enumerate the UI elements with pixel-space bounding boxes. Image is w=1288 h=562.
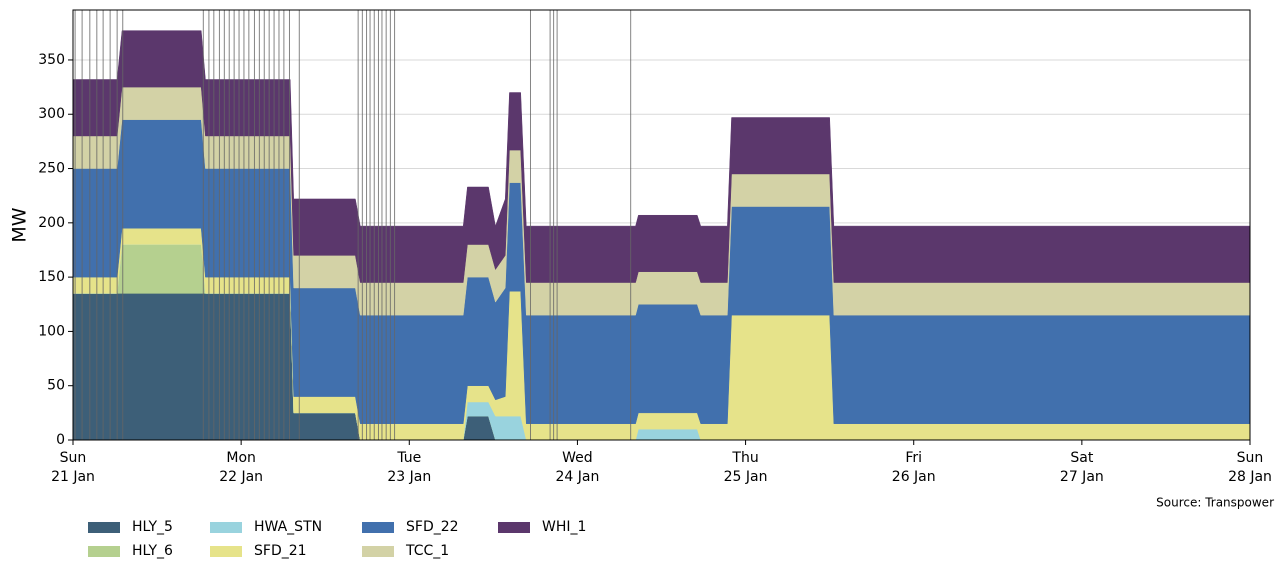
legend-label: SFD_21 <box>254 543 307 559</box>
x-tick-label: Thu 25 Jan <box>724 450 768 485</box>
x-tick-label-line: Wed <box>562 450 593 466</box>
legend-swatch <box>362 522 394 533</box>
x-tick-label-line: 27 Jan <box>1060 469 1104 485</box>
x-tick-label: Wed 24 Jan <box>555 450 599 485</box>
legend-swatch <box>210 546 242 557</box>
plot-frame <box>72 9 1251 441</box>
legend-swatch <box>362 546 394 557</box>
x-tick-label-line: 28 Jan <box>1228 469 1272 485</box>
x-tick-label: Sun 21 Jan <box>51 450 95 485</box>
legend-label: WHI_1 <box>542 519 586 535</box>
legend-label: TCC_1 <box>405 543 449 559</box>
x-tick-label-line: 25 Jan <box>724 469 768 485</box>
x-tick-label-line: 26 Jan <box>892 469 936 485</box>
y-tick-label: 200 <box>38 215 65 231</box>
y-tick-label: 350 <box>38 52 65 68</box>
legend-label: SFD_22 <box>406 519 459 535</box>
legend-swatch <box>88 522 120 533</box>
y-tick-label: 50 <box>47 378 65 394</box>
x-tick-label: Tue 23 Jan <box>387 450 431 485</box>
x-tick-label-line: 22 Jan <box>219 469 263 485</box>
x-tick-label-line: 21 Jan <box>51 469 95 485</box>
x-tick-label-line: Mon <box>226 450 256 466</box>
legend-swatch <box>210 522 242 533</box>
x-tick-label: Sun 28 Jan <box>1228 450 1272 485</box>
y-tick-label: 250 <box>38 161 65 177</box>
x-tick-label-line: Sat <box>1070 450 1093 466</box>
source-note: Source: Transpower <box>1156 496 1274 510</box>
x-tick-label: Sat 27 Jan <box>1060 450 1104 485</box>
x-tick-label-line: Tue <box>396 450 421 466</box>
x-tick-label: Fri 26 Jan <box>892 450 936 485</box>
y-tick-label: 150 <box>38 269 65 285</box>
y-tick-label: 300 <box>38 106 65 122</box>
legend-swatch <box>498 522 530 533</box>
x-tick-label-line: 24 Jan <box>555 469 599 485</box>
x-tick-label-line: Sun <box>60 450 87 466</box>
legend-label: HLY_6 <box>132 543 173 559</box>
x-tick-label-line: Thu <box>731 450 758 466</box>
legend-label: HLY_5 <box>132 519 173 535</box>
y-tick-label: 0 <box>56 432 65 448</box>
y-tick-label: 100 <box>38 323 65 339</box>
x-tick-label-line: Fri <box>905 450 922 466</box>
y-axis-label: MW <box>9 207 31 242</box>
x-tick-label-line: 23 Jan <box>387 469 431 485</box>
x-tick-label: Mon 22 Jan <box>219 450 263 485</box>
legend-swatch <box>88 546 120 557</box>
legend-label: HWA_STN <box>254 519 322 535</box>
x-tick-label-line: Sun <box>1237 450 1264 466</box>
